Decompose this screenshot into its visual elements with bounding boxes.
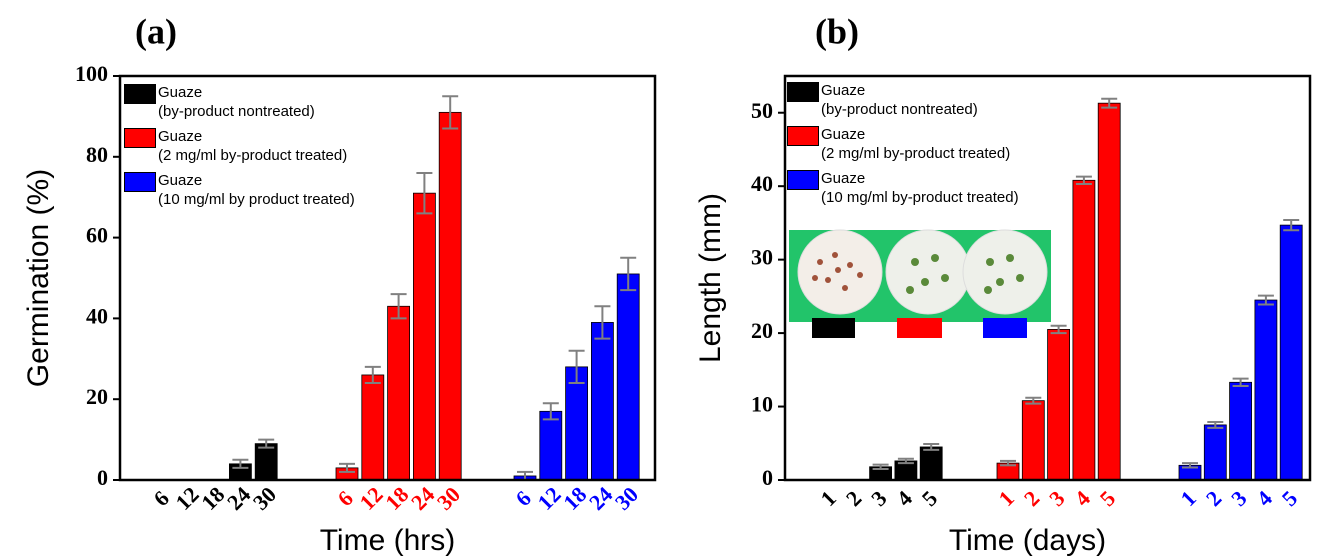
panel-title: (a): [135, 11, 177, 51]
error-bar: [364, 365, 381, 385]
x-tick-label: 1: [816, 486, 841, 511]
x-tick-label: 30: [248, 482, 281, 515]
x-tick-label: 2: [841, 486, 866, 511]
y-tick-label: 20: [751, 318, 773, 343]
x-axis-label: Time (hrs): [320, 524, 456, 557]
x-tick-label: 2: [1019, 486, 1044, 511]
bar: [1097, 102, 1121, 481]
x-tick-label: 4: [891, 486, 916, 511]
error-bar: [620, 256, 637, 292]
inset-photo: [789, 229, 1051, 338]
bar: [1229, 381, 1252, 481]
error-bar: [594, 305, 611, 340]
legend-label: Guaze (2 mg/ml by-product treated): [821, 126, 1011, 162]
x-tick-label: 30: [432, 482, 465, 515]
x-tick-label: 1: [994, 486, 1019, 511]
bar: [616, 273, 640, 481]
bar: [1254, 299, 1278, 481]
x-tick-label: 3: [1044, 486, 1069, 511]
error-bar: [897, 457, 914, 465]
y-tick-label: 0: [762, 465, 773, 490]
bar: [1047, 329, 1070, 481]
x-tick-label: 30: [610, 482, 643, 515]
legend-label: Guaze (by-product nontreated): [821, 82, 978, 118]
error-bar: [1000, 459, 1016, 467]
y-axis-label: Length (mm): [694, 193, 727, 363]
y-tick-label: 10: [751, 392, 773, 417]
bar: [539, 410, 563, 481]
bar: [438, 111, 462, 481]
error-bar: [258, 438, 275, 449]
error-bar: [923, 443, 940, 451]
x-tick-label: 3: [866, 486, 891, 511]
legend-swatch: [787, 170, 819, 190]
error-bar: [416, 171, 433, 215]
bar: [1279, 224, 1303, 481]
error-bar: [872, 463, 889, 470]
x-tick-label: 2: [1201, 486, 1226, 511]
legend-swatch: [787, 82, 819, 102]
x-tick-label: 3: [1226, 486, 1251, 511]
error-bar: [1232, 377, 1249, 387]
bar: [387, 305, 411, 481]
error-bar: [232, 458, 249, 469]
y-tick-label: 40: [751, 171, 773, 196]
error-bar: [542, 402, 559, 421]
bar: [591, 322, 614, 481]
legend-swatch: [787, 126, 819, 146]
error-bar: [1283, 218, 1300, 232]
y-tick-label: 60: [86, 223, 108, 248]
x-tick-label: 5: [1095, 486, 1120, 511]
x-axis-label: Time (days): [949, 524, 1106, 557]
y-tick-label: 50: [751, 98, 773, 123]
error-bar: [1075, 175, 1092, 185]
error-bar: [1182, 462, 1198, 469]
error-bar: [1101, 97, 1118, 109]
bar: [1203, 424, 1227, 481]
y-tick-label: 40: [86, 303, 108, 328]
error-bar: [1207, 420, 1224, 429]
legend-label: Guaze (10 mg/ml by-product treated): [821, 170, 1019, 206]
legend-swatch: [124, 172, 156, 192]
y-axis-label: Germination (%): [22, 169, 55, 387]
error-bar: [390, 293, 407, 320]
y-tick-label: 80: [86, 142, 108, 167]
y-tick-label: 100: [75, 61, 108, 86]
legend-swatch: [124, 128, 156, 148]
y-tick-label: 20: [86, 384, 108, 409]
bar: [412, 192, 436, 481]
error-bar: [1257, 294, 1274, 306]
bar: [361, 374, 385, 481]
error-bar: [442, 95, 459, 130]
plot-frame: [783, 74, 1312, 482]
error-bar: [1050, 324, 1067, 335]
error-bar: [339, 462, 355, 473]
legend-label: Guaze (by-product nontreated): [158, 84, 315, 120]
x-tick-label: 4: [1069, 486, 1094, 511]
legend-label: Guaze (2 mg/ml by-product treated): [158, 128, 348, 164]
x-tick-label: 4: [1251, 486, 1276, 511]
error-bar: [568, 349, 585, 385]
x-tick-label: 5: [1277, 486, 1302, 511]
x-tick-label: 5: [917, 486, 942, 511]
panel-title: (b): [815, 11, 859, 51]
y-tick-label: 30: [751, 245, 773, 270]
y-tick-label: 0: [97, 465, 108, 490]
bar: [1021, 400, 1045, 481]
plot-frame: [118, 74, 657, 482]
error-bar: [1025, 396, 1042, 405]
bar: [254, 443, 278, 481]
bar: [1072, 179, 1096, 481]
legend-label: Guaze (10 mg/ml by product treated): [158, 172, 355, 208]
x-tick-label: 1: [1176, 486, 1201, 511]
bar: [919, 446, 943, 481]
legend-swatch: [124, 84, 156, 104]
